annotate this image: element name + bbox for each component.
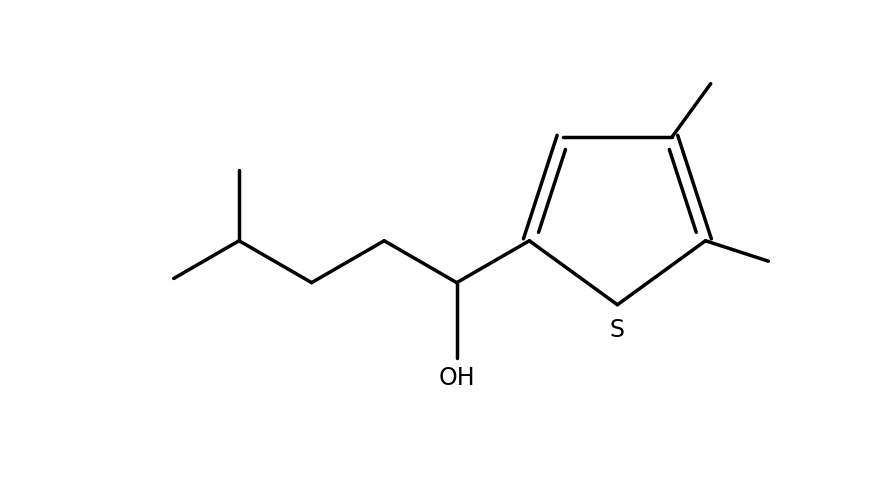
Text: S: S (609, 318, 625, 342)
Text: OH: OH (438, 366, 475, 390)
